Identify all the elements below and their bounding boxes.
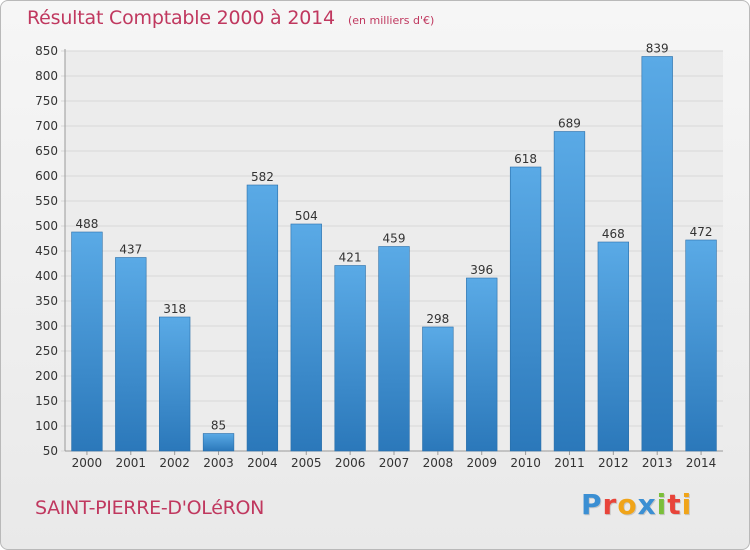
y-tick-label: 850 — [35, 44, 58, 58]
y-tick-label: 350 — [35, 294, 58, 308]
data-label-2012: 468 — [602, 227, 625, 241]
chart-subtitle: (en milliers d'€) — [347, 14, 435, 27]
y-tick-label: 100 — [35, 419, 58, 433]
bar-2009 — [466, 277, 498, 452]
bar-2000 — [71, 231, 103, 452]
bar-2001 — [115, 257, 147, 452]
x-tick-label-2004: 2004 — [247, 456, 278, 470]
logo-letter: i — [656, 488, 668, 521]
logo-letter: x — [637, 488, 657, 521]
y-tick-label: 600 — [35, 169, 58, 183]
x-tick-label-2005: 2005 — [291, 456, 322, 470]
logo-letter: o — [617, 488, 638, 521]
data-label-2007: 459 — [383, 232, 406, 246]
data-label-2001: 437 — [119, 243, 142, 257]
x-tick-label-2006: 2006 — [335, 456, 366, 470]
x-tick-label-2008: 2008 — [423, 456, 454, 470]
bar-2007 — [378, 246, 410, 452]
y-tick-label: 200 — [35, 369, 58, 383]
data-label-2013: 839 — [646, 42, 669, 56]
proxiti-logo: Proxiti — [581, 488, 692, 521]
bar-2008 — [422, 326, 454, 452]
x-tick-label-2001: 2001 — [116, 456, 147, 470]
bar-2004 — [246, 184, 279, 452]
x-tick-label-2010: 2010 — [510, 456, 541, 470]
y-tick-label: 750 — [35, 94, 58, 108]
bar-2003 — [202, 433, 235, 452]
logo-letter: i — [681, 488, 693, 521]
bar-2005 — [290, 223, 322, 452]
y-tick-label: 800 — [35, 69, 58, 83]
logo-letter: r — [602, 488, 618, 521]
x-tick-label-2012: 2012 — [598, 456, 629, 470]
data-label-2006: 421 — [339, 251, 362, 265]
tick-labels: 50 100 150 200 250 300 350 400 450 500 550 600 650 70… — [35, 44, 716, 470]
y-tick-label: 450 — [35, 244, 58, 258]
bar-2010 — [509, 166, 542, 452]
data-label-2011: 689 — [558, 117, 581, 131]
bars — [71, 56, 717, 452]
x-tick-label-2003: 2003 — [203, 456, 234, 470]
data-label-2009: 396 — [470, 263, 493, 277]
data-label-2000: 488 — [75, 217, 98, 231]
logo-letter: t — [667, 488, 682, 521]
bar-2012 — [597, 241, 629, 452]
y-tick-label: 250 — [35, 344, 58, 358]
y-tick-label: 50 — [43, 444, 58, 458]
chart-title-row: Résultat Comptable 2000 à 2014 (en milli… — [27, 7, 434, 33]
x-tick-label-2002: 2002 — [159, 456, 190, 470]
bar-2002 — [159, 316, 191, 452]
y-tick-label: 550 — [35, 194, 58, 208]
data-label-2004: 582 — [251, 170, 274, 184]
chart-title: Résultat Comptable 2000 à 2014 — [27, 7, 335, 29]
data-label-2008: 298 — [426, 312, 449, 326]
data-label-2010: 618 — [514, 152, 537, 166]
bar-2006 — [334, 265, 366, 452]
x-tick-label-2014: 2014 — [686, 456, 717, 470]
data-label-2003: 85 — [211, 419, 226, 433]
data-labels: 488 437 318 85 582 504 421 459 298 396 618 689 468 83… — [75, 42, 712, 433]
x-tick-label-2007: 2007 — [379, 456, 410, 470]
x-tick-label-2013: 2013 — [642, 456, 673, 470]
y-tick-label: 150 — [35, 394, 58, 408]
y-tick-label: 500 — [35, 219, 58, 233]
x-tick-label-2009: 2009 — [466, 456, 497, 470]
x-tick-label-2000: 2000 — [72, 456, 103, 470]
x-tick-label-2011: 2011 — [554, 456, 585, 470]
y-tick-label: 300 — [35, 319, 58, 333]
y-tick-label: 650 — [35, 144, 58, 158]
data-label-2005: 504 — [295, 209, 318, 223]
commune-name: SAINT-PIERRE-D'OLéRON — [35, 497, 265, 519]
bar-2011 — [553, 131, 586, 452]
bar-2013 — [641, 56, 673, 452]
bar-2014 — [685, 239, 717, 452]
y-tick-label: 700 — [35, 119, 58, 133]
data-label-2014: 472 — [690, 225, 713, 239]
data-label-2002: 318 — [163, 302, 186, 316]
logo-letter: P — [581, 488, 603, 521]
y-tick-label: 400 — [35, 269, 58, 283]
